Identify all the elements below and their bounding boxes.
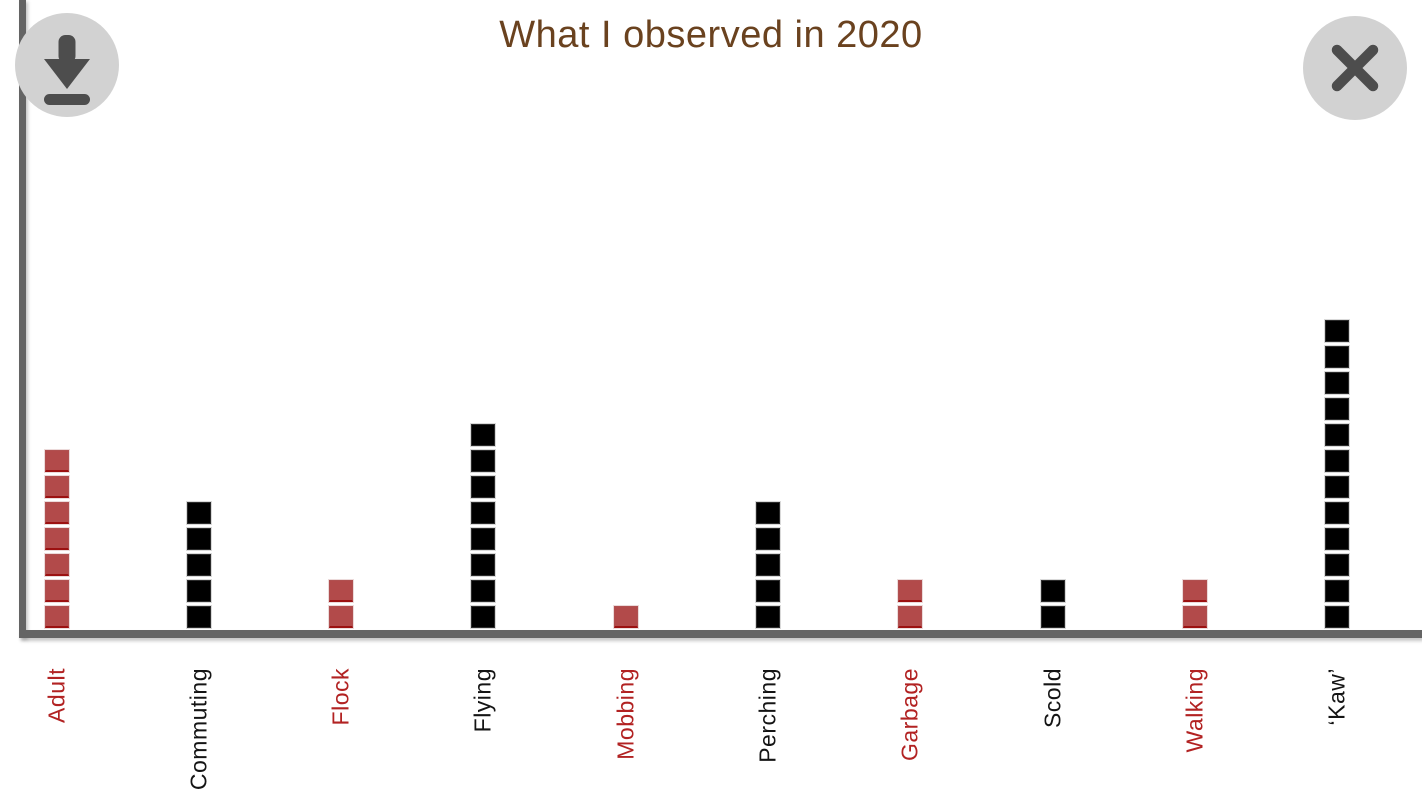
unit-square-red: [328, 605, 355, 629]
x-axis-label: Perching: [754, 668, 781, 763]
x-axis-line: [19, 630, 1422, 638]
unit-square-black: [1324, 449, 1351, 473]
unit-square-red: [43, 579, 70, 603]
unit-square-black: [1324, 605, 1351, 629]
chart-title: What I observed in 2020: [499, 14, 923, 56]
unit-square-black: [185, 553, 212, 577]
unit-square-black: [470, 475, 497, 499]
bar-column-9: [1182, 579, 1209, 629]
unit-square-black: [1039, 579, 1066, 603]
unit-square-red: [43, 501, 70, 525]
unit-square-black: [470, 605, 497, 629]
bar-column-5: [612, 605, 639, 629]
unit-square-black: [1324, 527, 1351, 551]
bar-column-4: [470, 423, 497, 629]
unit-square-red: [328, 579, 355, 603]
bar-column-3: [328, 579, 355, 629]
unit-square-black: [1324, 397, 1351, 421]
unit-square-red: [897, 579, 924, 603]
unit-square-red: [43, 475, 70, 499]
x-axis-label: Scold: [1039, 668, 1066, 729]
unit-square-black: [470, 449, 497, 473]
unit-square-red: [43, 527, 70, 551]
unit-square-black: [1324, 423, 1351, 447]
unit-square-black: [470, 501, 497, 525]
unit-square-black: [470, 553, 497, 577]
unit-square-black: [1324, 501, 1351, 525]
unit-square-red: [43, 449, 70, 473]
unit-square-red: [1182, 605, 1209, 629]
download-icon: [44, 35, 90, 105]
unit-square-black: [185, 527, 212, 551]
close-icon: [1331, 44, 1379, 92]
unit-square-black: [1324, 475, 1351, 499]
bar-column-1: [43, 449, 70, 629]
bar-column-2: [185, 501, 212, 629]
unit-square-red: [43, 553, 70, 577]
unit-square-black: [185, 579, 212, 603]
close-button[interactable]: [1303, 16, 1407, 120]
unit-square-black: [470, 423, 497, 447]
unit-square-red: [897, 605, 924, 629]
unit-square-black: [755, 501, 782, 525]
bar-column-7: [897, 579, 924, 629]
x-axis-label: Adult: [43, 668, 70, 723]
unit-square-black: [1039, 605, 1066, 629]
bar-column-10: [1324, 319, 1351, 629]
unit-square-red: [43, 605, 70, 629]
unit-square-black: [1324, 579, 1351, 603]
unit-square-black: [470, 527, 497, 551]
x-axis-label: ‘Kaw’: [1324, 668, 1351, 726]
x-axis-label: Commuting: [185, 668, 212, 791]
x-axis-label: Flock: [327, 668, 354, 726]
unit-square-black: [1324, 553, 1351, 577]
bar-column-8: [1039, 579, 1066, 629]
unit-square-black: [755, 527, 782, 551]
y-axis-line: [19, 0, 26, 638]
download-button[interactable]: [15, 13, 119, 117]
x-axis-label: Walking: [1181, 668, 1208, 753]
x-axis-label: Flying: [470, 668, 497, 733]
unit-square-black: [1324, 345, 1351, 369]
unit-square-black: [755, 605, 782, 629]
x-axis-label: Mobbing: [612, 668, 639, 760]
unit-square-black: [755, 553, 782, 577]
unit-square-black: [470, 579, 497, 603]
unit-square-red: [612, 605, 639, 629]
unit-square-black: [185, 605, 212, 629]
unit-square-black: [185, 501, 212, 525]
bar-column-6: [755, 501, 782, 629]
unit-square-black: [1324, 319, 1351, 343]
unit-square-red: [1182, 579, 1209, 603]
unit-square-black: [1324, 371, 1351, 395]
unit-square-black: [755, 579, 782, 603]
x-axis-label: Garbage: [897, 668, 924, 762]
